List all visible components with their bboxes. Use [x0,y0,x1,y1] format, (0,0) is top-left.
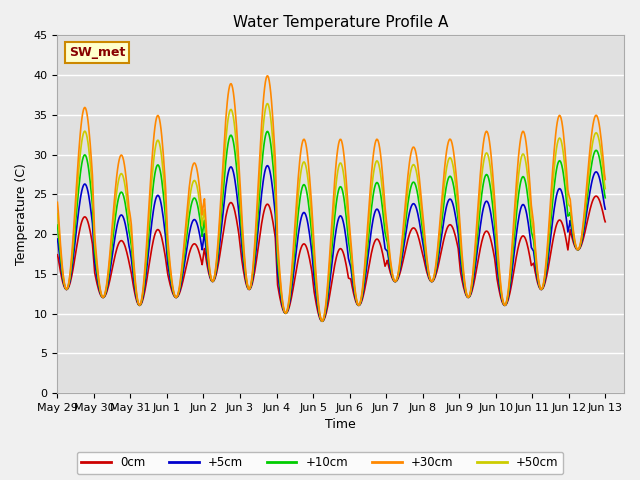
X-axis label: Time: Time [325,419,356,432]
Title: Water Temperature Profile A: Water Temperature Profile A [233,15,448,30]
Text: SW_met: SW_met [68,46,125,59]
Y-axis label: Temperature (C): Temperature (C) [15,163,28,265]
Legend: 0cm, +5cm, +10cm, +30cm, +50cm: 0cm, +5cm, +10cm, +30cm, +50cm [77,452,563,474]
